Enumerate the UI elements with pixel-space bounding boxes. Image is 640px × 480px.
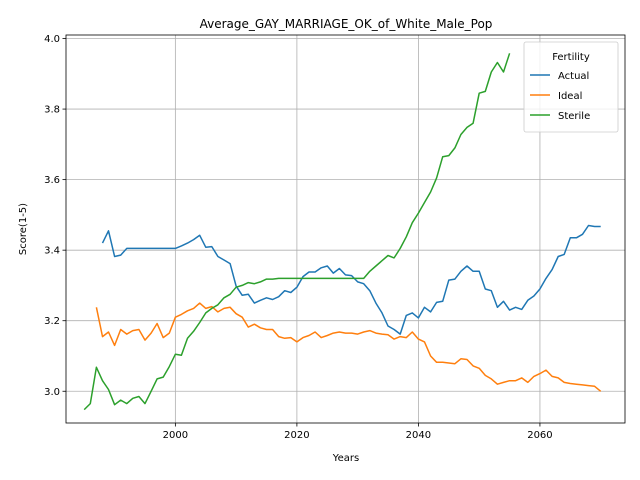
grid <box>66 35 625 423</box>
y-tick-label: 3.6 <box>44 175 60 186</box>
legend: Fertility Actual Ideal Sterile <box>523 41 619 133</box>
plot-frame <box>65 34 626 424</box>
series-lines <box>83 53 602 411</box>
chart-title: Average_GAY_MARRIAGE_OK_of_White_Male_Po… <box>200 17 493 31</box>
series-line-actual <box>101 224 601 335</box>
y-axis-ticks: 3.0 3.2 3.4 3.6 3.8 4.0 <box>44 34 66 398</box>
legend-title: Fertility <box>552 52 590 63</box>
legend-label-sterile: Sterile <box>558 111 590 122</box>
y-tick-label: 3.0 <box>44 387 60 398</box>
series-line-ideal <box>95 302 602 392</box>
legend-box <box>523 41 619 133</box>
x-tick-label: 2000 <box>163 430 188 441</box>
y-tick-label: 4.0 <box>44 34 60 45</box>
y-axis-label: Score(1-5) <box>18 203 29 255</box>
legend-items: Actual Ideal Sterile <box>530 71 590 122</box>
x-tick-label: 2060 <box>527 430 552 441</box>
series-line-sterile <box>83 53 511 411</box>
x-axis-ticks: 2000 2020 2040 2060 <box>163 423 553 441</box>
x-tick-label: 2040 <box>406 430 431 441</box>
legend-label-ideal: Ideal <box>558 91 582 102</box>
y-tick-label: 3.8 <box>44 105 60 116</box>
y-tick-label: 3.2 <box>44 316 60 327</box>
x-axis-label: Years <box>332 453 359 464</box>
x-tick-label: 2020 <box>284 430 309 441</box>
y-tick-label: 3.4 <box>44 246 60 257</box>
legend-label-actual: Actual <box>558 71 589 82</box>
